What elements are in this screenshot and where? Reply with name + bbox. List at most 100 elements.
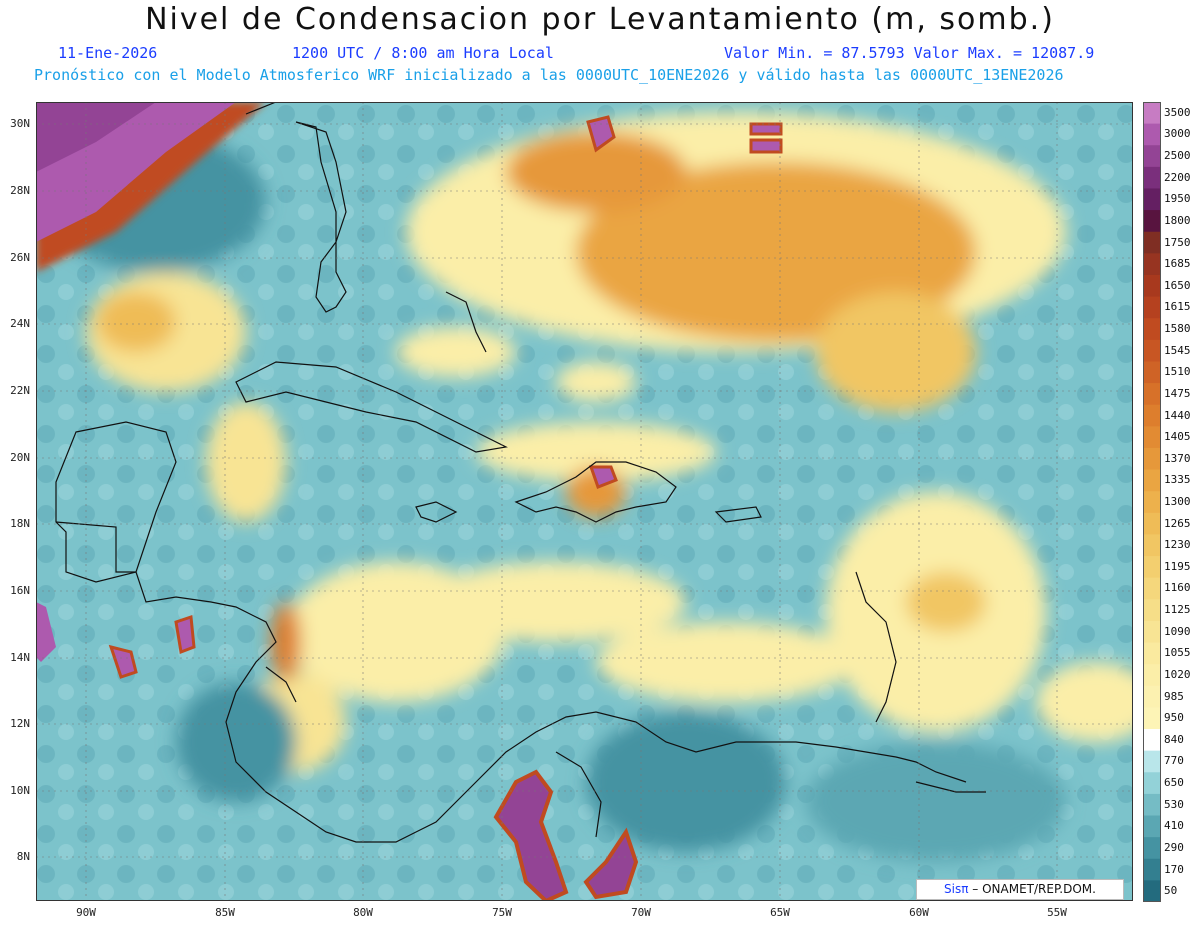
sispi-logo: Sisπ [944, 882, 969, 896]
colorbar-label: 1370 [1164, 451, 1191, 465]
lat-label: 28N [10, 184, 30, 197]
colorbar-swatch [1143, 318, 1161, 341]
colorbar-swatch [1143, 188, 1161, 211]
colorbar-label: 1160 [1164, 581, 1191, 595]
lon-label: 70W [631, 906, 651, 919]
colorbar-label: 1335 [1164, 473, 1191, 487]
colorbar-swatch [1143, 123, 1161, 146]
colorbar-swatch [1143, 729, 1161, 752]
colorbar-label: 2500 [1164, 149, 1191, 163]
purple-area-colombia [493, 769, 569, 901]
colorbar-swatch [1143, 642, 1161, 665]
colorbar-swatch [1143, 361, 1161, 384]
purple-area-atlantic-2 [749, 122, 783, 154]
colorbar-swatch [1143, 426, 1161, 449]
colorbar-swatch [1143, 166, 1161, 189]
map-frame [36, 102, 1133, 901]
purple-area-venezuela [583, 827, 639, 900]
credit-box: Sisπ – ONAMET/REP.DOM. [916, 879, 1124, 900]
lon-label: 85W [215, 906, 235, 919]
colorbar-label: 1750 [1164, 235, 1191, 249]
colorbar-swatch [1143, 145, 1161, 168]
colorbar-swatch [1143, 253, 1161, 276]
colorbar-swatch [1143, 534, 1161, 557]
colorbar-swatch [1143, 491, 1161, 514]
colorbar-label: 770 [1164, 754, 1184, 768]
colorbar-swatch [1143, 837, 1161, 860]
colorbar-label: 1510 [1164, 365, 1191, 379]
colorbar-swatch [1143, 685, 1161, 708]
colorbar-swatch [1143, 231, 1161, 254]
colorbar-label: 1090 [1164, 624, 1191, 638]
colorbar-swatch [1143, 577, 1161, 600]
colorbar-swatch [1143, 858, 1161, 881]
colorbar-swatch [1143, 210, 1161, 233]
colorbar-swatch [1143, 793, 1161, 817]
lat-label: 30N [10, 117, 30, 130]
colorbar-label: 1615 [1164, 300, 1191, 314]
purple-area-honduras [174, 614, 196, 655]
lon-label: 60W [909, 906, 929, 919]
colorbar-label: 1265 [1164, 516, 1191, 530]
colorbar-label: 530 [1164, 797, 1184, 811]
colorbar-swatch [1143, 664, 1161, 687]
lat-label: 8N [16, 850, 30, 863]
colorbar-label: 290 [1164, 840, 1184, 854]
lon-label: 65W [770, 906, 790, 919]
colorbar-swatch [1143, 102, 1161, 125]
coastlines [55, 102, 986, 843]
lon-label: 80W [353, 906, 373, 919]
grid-lines [36, 102, 1133, 901]
colorbar-swatch [1143, 772, 1161, 795]
colorbar-label: 1230 [1164, 538, 1191, 552]
purple-area-hispaniola [588, 465, 618, 489]
colorbar-swatch [1143, 620, 1161, 644]
colorbar-label: 3000 [1164, 127, 1191, 141]
colorbar-label: 1405 [1164, 430, 1191, 444]
lat-label: 12N [10, 717, 30, 730]
lcl-field [46, 112, 1133, 862]
lcl-map [36, 102, 1133, 901]
colorbar-swatch [1143, 750, 1161, 773]
colorbar-swatch [1143, 339, 1161, 362]
colorbar-label: 410 [1164, 819, 1184, 833]
lat-label: 16N [10, 584, 30, 597]
colorbar-label: 1055 [1164, 646, 1191, 660]
colorbar-swatch [1143, 512, 1161, 535]
colorbar-swatch [1143, 383, 1161, 406]
colorbar-swatch [1143, 404, 1161, 427]
lat-label: 10N [10, 784, 30, 797]
colorbar-swatch [1143, 556, 1161, 579]
colorbar-swatch [1143, 447, 1161, 471]
purple-area-atlantic [586, 115, 616, 153]
colorbar-label: 1440 [1164, 408, 1191, 422]
colorbar-label: 1950 [1164, 192, 1191, 206]
lat-label: 24N [10, 317, 30, 330]
purple-area-salvador [108, 644, 138, 679]
lon-label: 90W [76, 906, 96, 919]
colorbar-swatch [1143, 274, 1161, 298]
colorbar-frame [1143, 102, 1161, 902]
colorbar-label: 1195 [1164, 559, 1191, 573]
forecast-time: 1200 UTC / 8:00 am Hora Local [292, 44, 554, 62]
colorbar-label: 840 [1164, 732, 1184, 746]
lat-label: 22N [10, 384, 30, 397]
model-description: Pronóstico con el Modelo Atmosferico WRF… [34, 66, 1064, 84]
colorbar-label: 50 [1164, 884, 1178, 898]
credit-text: – ONAMET/REP.DOM. [968, 882, 1096, 896]
colorbar-label: 2200 [1164, 170, 1191, 184]
lat-label: 18N [10, 517, 30, 530]
colorbar-label: 1545 [1164, 343, 1191, 357]
colorbar-label: 1300 [1164, 495, 1191, 508]
forecast-date: 11-Ene-2026 [58, 44, 158, 62]
colorbar-label: 1685 [1164, 257, 1191, 271]
min-max-values: Valor Min. = 87.5793 Valor Max. = 12087.… [724, 44, 1095, 62]
colorbar-label: 1475 [1164, 386, 1191, 400]
colorbar-label: 650 [1164, 776, 1184, 790]
purple-area-guatemala [36, 602, 56, 662]
map-title: Nivel de Condensacion por Levantamiento … [145, 2, 1055, 37]
colorbar-swatch [1143, 296, 1161, 319]
lat-label: 14N [10, 651, 30, 664]
colorbar-label: 1650 [1164, 278, 1191, 292]
colorbar-label: 1020 [1164, 667, 1191, 681]
